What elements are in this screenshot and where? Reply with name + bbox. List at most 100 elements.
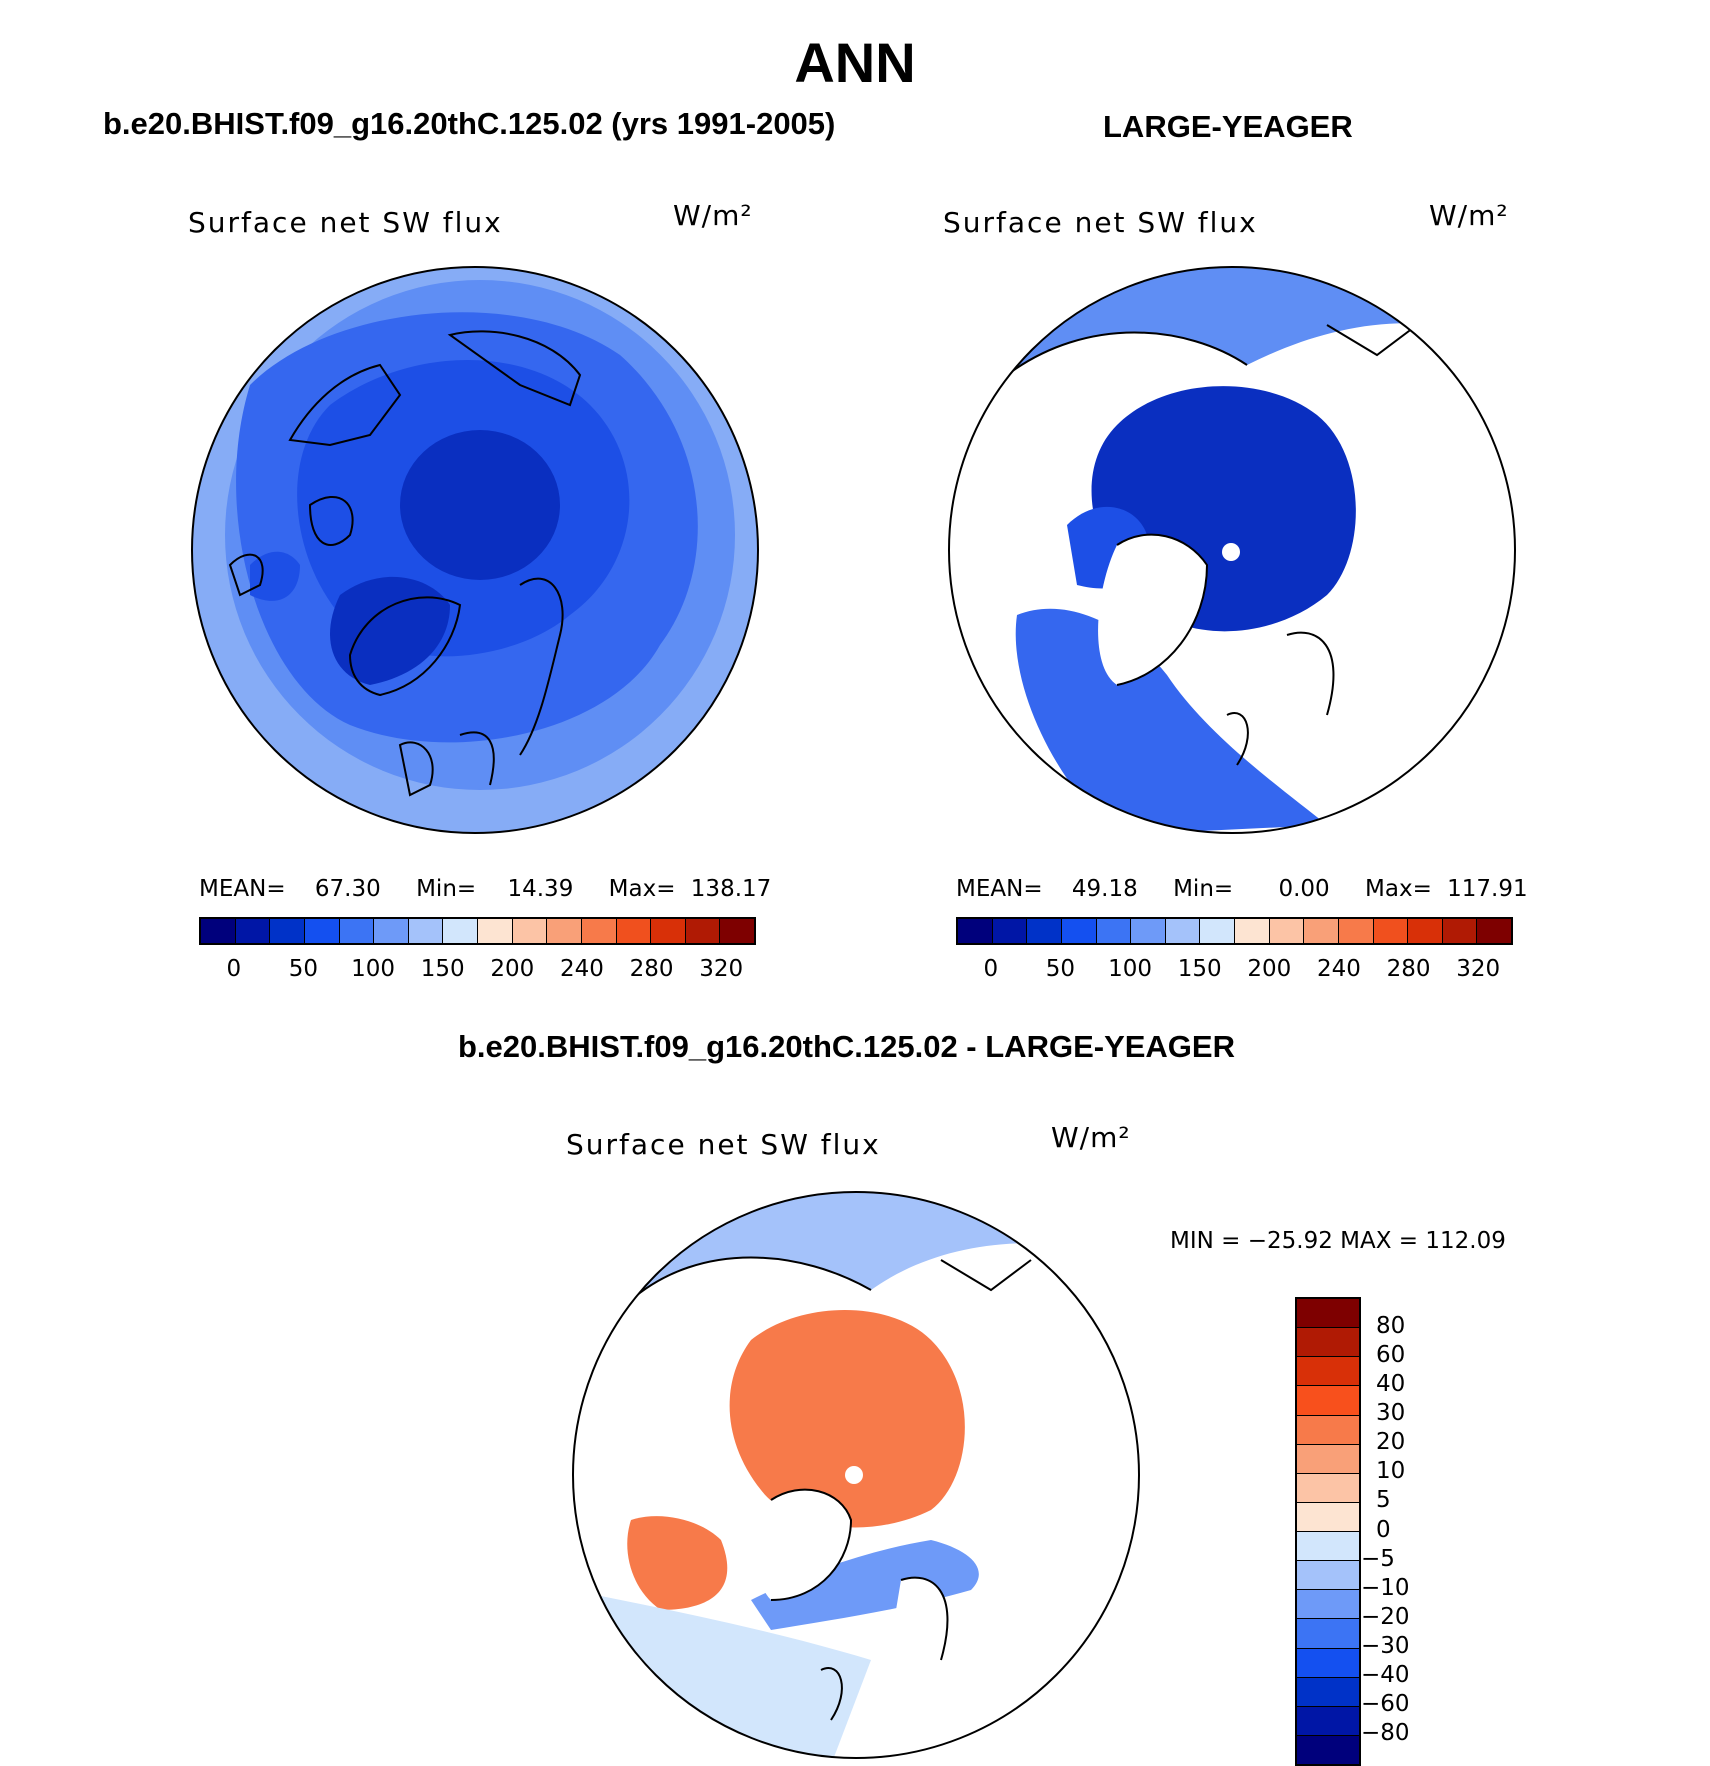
panel1-colorbar-box: [235, 919, 271, 943]
panel3-tick-label: −30: [1361, 1632, 1410, 1659]
panel1-units: W/m²: [673, 199, 753, 232]
panel2-map-border: [948, 266, 1516, 834]
panel2-case-title: LARGE-YEAGER: [1103, 109, 1353, 144]
panel2-colorbar-box: [1477, 919, 1511, 943]
panel1-colorbar-box: [685, 919, 721, 943]
panel1-colorbar-box: [408, 919, 444, 943]
panel3-coastlines: [630, 1256, 1032, 1721]
panel2-scandinavia-land: [1277, 632, 1334, 733]
panel1-mean-label: MEAN=: [199, 876, 286, 902]
panel3-tick-label: 5: [1376, 1487, 1391, 1514]
panel1-colorbar-box: [720, 919, 754, 943]
panel1-tick-label: 240: [559, 956, 604, 982]
panel3-colorbar-box: [1297, 1386, 1359, 1416]
panel1-max-value: 138.17: [690, 876, 772, 902]
panel2-tick-label: 240: [1316, 956, 1361, 982]
panel3-colorbar-box: [1297, 1677, 1359, 1707]
panel3-colorbar-box: [1297, 1532, 1359, 1562]
panel1-colorbar-box: [201, 919, 236, 943]
panel3-colorbar-box: [1297, 1357, 1359, 1387]
panel2-tick-label: 320: [1456, 956, 1501, 982]
plot-title: ANN: [794, 31, 916, 94]
panel1-tick-label: 150: [420, 956, 465, 982]
panel1-colorbar-box: [651, 919, 686, 943]
panel1-colorbar-box: [374, 919, 409, 943]
panel3-colorbar: [1295, 1297, 1361, 1766]
panel1-mean-value: 67.30: [314, 876, 381, 902]
panel3-tick-label: −20: [1361, 1603, 1410, 1630]
panel1-tick-label: 280: [629, 956, 674, 982]
panel3-pole-marker: [845, 1466, 863, 1484]
panel3-tick-label: −5: [1361, 1545, 1395, 1572]
panel2-min-value: 0.00: [1278, 876, 1330, 902]
panel2-pole-marker: [1222, 543, 1240, 561]
panel2-colorbar: [956, 917, 1513, 945]
panel1-colorbar-box: [581, 919, 617, 943]
panel2-colorbar-box: [1200, 919, 1235, 943]
panel2-colorbar-box: [1165, 919, 1201, 943]
panel3-tick-label: 40: [1376, 1371, 1406, 1398]
panel3-variable-label: Surface net SW flux: [566, 1128, 881, 1161]
panel2-colorbar-box: [1304, 919, 1339, 943]
panel1-colorbar-ticks: 0 50 100 150 200 240 280 320: [199, 956, 752, 984]
panel2-colorbar-ticks: 0 50 100 150 200 240 280 320: [956, 956, 1509, 984]
panel1-colorbar-box: [547, 919, 582, 943]
panel3-tick-label: 20: [1376, 1429, 1406, 1456]
panel1-tick-label: 100: [351, 956, 396, 982]
panel1-colorbar-box: [339, 919, 375, 943]
panel3-colorbar-box: [1297, 1590, 1359, 1620]
panel2-colorbar-box: [992, 919, 1028, 943]
panel3-colorbar-box: [1297, 1328, 1359, 1358]
panel1-tick-label: 320: [699, 956, 744, 982]
panel2-polar-map: [948, 266, 1516, 834]
panel2-mean-label: MEAN=: [956, 876, 1043, 902]
panel3-tick-label: −10: [1361, 1574, 1410, 1601]
panel3-range-text: MIN = −25.92 MAX = 112.09: [1170, 1228, 1506, 1254]
panel2-tick-label: 280: [1386, 956, 1431, 982]
panel2-units: W/m²: [1429, 199, 1509, 232]
panel2-tick-label: 50: [1045, 956, 1076, 982]
panel2-fill-base: [1015, 608, 1327, 833]
panel2-max-value: 117.91: [1447, 876, 1528, 902]
panel3-tick-label: −40: [1361, 1661, 1410, 1688]
panel3-tick-label: 80: [1376, 1313, 1406, 1340]
panel3-colorbar-box: [1297, 1619, 1359, 1649]
panel1-colorbar-box: [616, 919, 652, 943]
panel1-colorbar-box: [270, 919, 305, 943]
panel2-colorbar-box: [1061, 919, 1097, 943]
panel2-tick-label: 0: [983, 956, 999, 982]
panel3-colorbar-box: [1297, 1502, 1359, 1532]
panel3-colorbar-box: [1297, 1473, 1359, 1503]
panel2-colorbar-box: [1027, 919, 1062, 943]
panel2-tick-label: 150: [1177, 956, 1222, 982]
panel3-case-title: b.e20.BHIST.f09_g16.20thC.125.02 - LARGE…: [458, 1029, 1235, 1064]
panel1-tick-label: 0: [226, 956, 242, 982]
panel3-colorbar-ticks: 80 60 40 30 20 10 5 0 −5 −10 −20 −30 −40 −60 −80: [1361, 1297, 1426, 1762]
panel2-colorbar-box: [1096, 919, 1132, 943]
panel3-greenland-land: [756, 1489, 851, 1600]
panel3-polar-map: [572, 1191, 1140, 1759]
panel1-max-label: Max=: [608, 876, 676, 902]
panel2-stats: MEAN= 49.18 Min= 0.00 Max= 117.91: [956, 876, 1528, 902]
panel1-stats: MEAN= 67.30 Min= 14.39 Max= 138.17: [199, 876, 771, 902]
panel1-colorbar: [199, 917, 756, 945]
panel3-tick-label: −80: [1361, 1719, 1410, 1746]
panel1-colorbar-box: [443, 919, 478, 943]
panel1-greenland-dark: [330, 576, 450, 685]
panel3-scandinavia-land: [891, 1577, 948, 1678]
panel3-tick-label: −60: [1361, 1690, 1410, 1717]
panel3-colorbar-box: [1297, 1648, 1359, 1678]
panel3-colorbar-box: [1297, 1735, 1359, 1764]
panel1-min-value: 14.39: [507, 876, 574, 902]
panel2-colorbar-box: [1338, 919, 1374, 943]
panel2-colorbar-box: [1269, 919, 1305, 943]
panel2-colorbar-box: [1235, 919, 1270, 943]
panel2-max-label: Max=: [1365, 876, 1432, 902]
panel2-colorbar-box: [1373, 919, 1409, 943]
panel2-tick-label: 100: [1108, 956, 1153, 982]
panel2-colorbar-box: [1408, 919, 1443, 943]
panel3-tick-label: 30: [1376, 1400, 1406, 1427]
panel3-colorbar-box: [1297, 1299, 1359, 1329]
panel3-units: W/m²: [1051, 1121, 1131, 1154]
panel2-min-label: Min=: [1173, 876, 1234, 902]
